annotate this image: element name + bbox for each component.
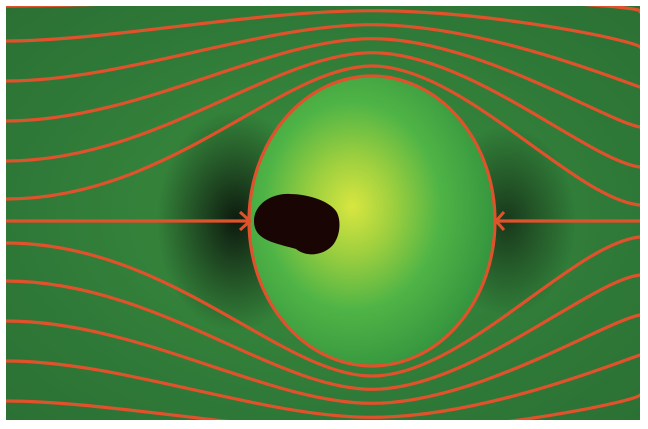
streamline-below-3 [6,313,640,405]
streamline-above-2 [6,51,640,169]
streamlines [6,6,640,420]
streamline-above-5 [6,9,640,49]
streamline-below-1 [6,235,640,378]
circular-bubble [249,76,495,366]
streamline-above-1 [6,64,640,207]
streamline-above-3 [6,37,640,129]
dark-obstacle [254,193,340,255]
flow-svg [6,6,640,420]
flow-figure [6,6,640,420]
streamline-below-5 [6,393,640,420]
streamline-below-4 [6,353,640,419]
right-stagnation-cusp [493,211,506,231]
left-stagnation-cusp [238,210,253,232]
streamline-below-2 [6,273,640,391]
stagnation-points [238,210,506,232]
streamline-above-4 [6,23,640,89]
